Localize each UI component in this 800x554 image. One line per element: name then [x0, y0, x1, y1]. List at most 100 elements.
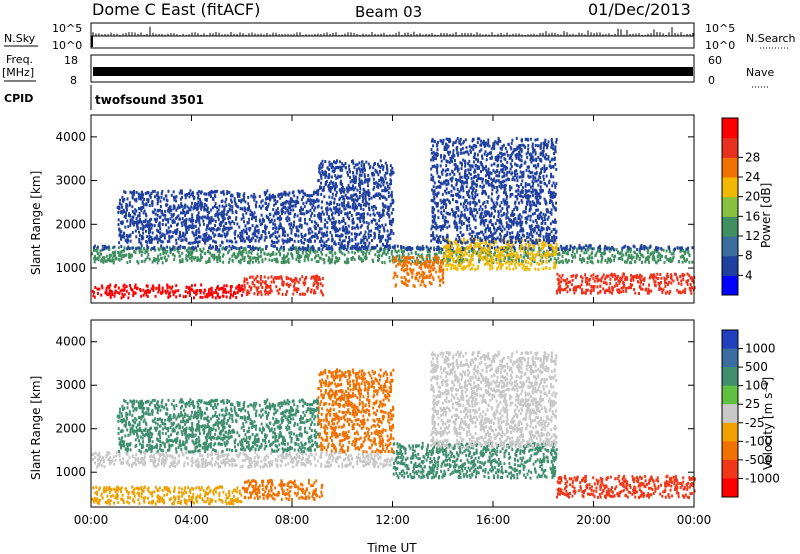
range-cell — [603, 247, 606, 251]
range-cell — [336, 259, 339, 263]
range-cell — [353, 257, 356, 261]
range-cell — [256, 292, 259, 296]
range-cell — [233, 246, 235, 250]
range-cell — [168, 285, 171, 289]
range-cell — [117, 286, 120, 290]
range-cell — [111, 250, 114, 254]
range-cell — [688, 274, 691, 278]
range-cell — [123, 249, 125, 253]
range-cell — [438, 267, 441, 271]
range-cell — [578, 246, 581, 250]
range-cell — [435, 224, 438, 227]
range-cell — [677, 260, 680, 263]
range-cell — [486, 262, 489, 266]
range-cell — [209, 244, 212, 248]
freq-tick-top: 18 — [64, 54, 78, 67]
range-cell — [464, 180, 467, 184]
range-cell — [384, 187, 387, 191]
range-cell — [243, 285, 246, 289]
range-cell — [524, 207, 527, 211]
range-cell — [378, 219, 381, 223]
range-cell — [444, 239, 446, 243]
range-cell — [330, 175, 333, 179]
range-cell — [378, 183, 381, 187]
range-cell — [593, 279, 596, 283]
range-cell — [309, 251, 312, 255]
range-cell — [228, 260, 230, 264]
range-cell — [445, 245, 448, 249]
range-cell — [542, 212, 545, 216]
range-cell — [334, 188, 337, 192]
range-cell — [445, 191, 448, 195]
range-cell — [431, 215, 434, 219]
range-cell — [366, 180, 369, 184]
range-cell — [160, 292, 163, 296]
range-cell — [222, 290, 225, 294]
range-cell — [686, 282, 689, 286]
range-cell — [495, 179, 498, 183]
range-cell — [476, 153, 479, 157]
range-cell — [457, 167, 460, 171]
range-cell — [519, 255, 522, 259]
range-cell — [298, 256, 301, 260]
range-cell — [322, 186, 325, 190]
nave-label: Nave — [746, 66, 774, 79]
range-cell — [220, 287, 223, 291]
range-cell — [239, 289, 242, 293]
range-cell — [360, 250, 363, 253]
range-cell — [550, 158, 553, 162]
range-cell — [179, 259, 182, 263]
range-cell — [466, 239, 469, 243]
range-cell — [351, 246, 354, 250]
freq-band — [93, 67, 693, 76]
range-cell — [448, 258, 451, 262]
range-cell — [635, 255, 638, 259]
range-cell — [439, 241, 442, 245]
range-cell — [328, 163, 331, 167]
range-cell — [547, 140, 550, 144]
range-cell — [361, 194, 364, 198]
range-cell — [287, 260, 290, 264]
range-cell — [444, 169, 447, 173]
range-cell — [665, 281, 668, 285]
range-cell — [555, 138, 558, 141]
range-cell — [493, 246, 496, 250]
range-cell — [445, 148, 448, 151]
range-cell — [253, 292, 256, 296]
range-cell — [386, 234, 389, 238]
range-cell — [191, 288, 194, 292]
range-cell — [607, 246, 610, 250]
range-cell — [502, 213, 505, 217]
range-cell — [503, 184, 506, 187]
range-cell — [512, 245, 515, 249]
range-cell — [653, 280, 656, 284]
range-cell — [207, 250, 210, 254]
range-cell — [503, 171, 506, 175]
range-cell — [236, 252, 239, 256]
range-cell — [447, 179, 450, 183]
range-cell — [500, 245, 503, 249]
range-cell — [478, 260, 481, 264]
range-cell — [467, 162, 470, 166]
range-cell — [595, 276, 598, 280]
range-cell — [320, 176, 323, 180]
range-cell — [541, 189, 544, 193]
range-cell — [509, 218, 512, 222]
range-cell — [471, 210, 473, 214]
range-cell — [249, 245, 251, 249]
range-cell — [547, 155, 550, 159]
range-cell — [627, 256, 630, 260]
range-cell — [610, 272, 613, 276]
range-cell — [522, 264, 525, 268]
range-cell — [169, 294, 172, 298]
range-cell — [493, 147, 496, 151]
range-cell — [674, 247, 676, 251]
range-cell — [107, 285, 110, 289]
range-cell — [425, 276, 428, 279]
range-cell — [348, 186, 351, 190]
range-cell — [331, 169, 334, 173]
range-cell — [421, 247, 424, 251]
range-cell — [315, 281, 318, 285]
range-cell — [93, 244, 96, 248]
range-cell — [354, 246, 356, 250]
